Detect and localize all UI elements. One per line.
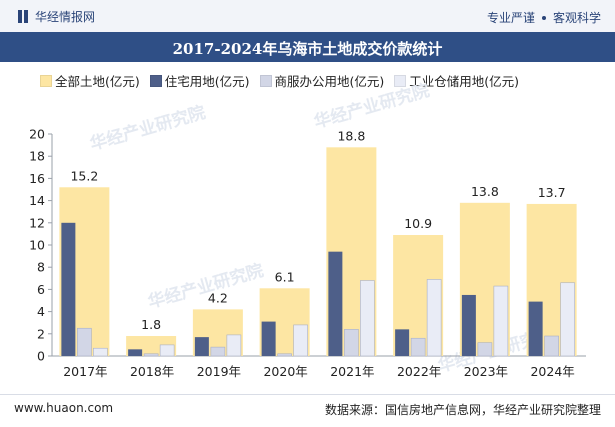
bar-series1-4	[328, 251, 343, 356]
legend-item-commercial: 商服办公用地(亿元)	[259, 71, 385, 90]
data-label-3: 6.1	[275, 269, 295, 284]
x-tick-label-4: 2021年	[330, 364, 374, 379]
bar-series3-2	[226, 334, 242, 357]
bar-series3-6	[493, 285, 509, 357]
legend-swatch-industrial	[394, 74, 407, 87]
x-tick-label-3: 2020年	[263, 364, 307, 379]
footer-website: www.huaon.com	[14, 401, 114, 415]
x-tick-label-1: 2018年	[130, 364, 174, 379]
y-tick-label-5: 10	[29, 238, 45, 253]
slogan-left: 专业严谨	[486, 11, 535, 25]
watermark-text-1: 华经产业研究院	[146, 260, 266, 313]
bar-series3-4	[360, 280, 375, 357]
legend-item-residential: 住宅用地(亿元)	[149, 71, 250, 90]
legend-label-industrial: 工业仓储用地(亿元)	[409, 74, 520, 89]
brand: 华经情报网	[18, 8, 95, 25]
bar-series3-1	[159, 344, 175, 357]
x-tick-label-5: 2022年	[397, 364, 441, 379]
watermark-text-2: 华经产业研究院	[312, 80, 432, 133]
bar-series3-5	[426, 279, 442, 357]
data-label-1: 1.8	[141, 317, 161, 332]
bar-series2-5	[410, 337, 426, 357]
x-tick-label-2: 2019年	[197, 364, 241, 379]
bar-series2-6	[477, 342, 493, 357]
legend-item-industrial: 工业仓储用地(亿元)	[394, 71, 519, 90]
data-label-4: 18.8	[337, 128, 365, 143]
legend-label-residential: 住宅用地(亿元)	[164, 74, 250, 89]
top-bar: 华经情报网 专业严谨 客观科学	[0, 0, 615, 32]
bar-series1-2	[194, 337, 209, 356]
slogan: 专业严谨 客观科学	[487, 9, 601, 26]
title-bar: 2017-2024年乌海市土地成交价款统计	[0, 32, 615, 62]
footer-divider	[0, 394, 615, 395]
y-tick-label-10: 20	[29, 127, 45, 142]
chart-title: 2017-2024年乌海市土地成交价款统计	[172, 40, 443, 58]
data-label-7: 13.7	[538, 185, 566, 200]
y-tick-label-2: 4	[37, 304, 45, 319]
bar-series1-5	[395, 329, 410, 356]
data-label-0: 15.2	[70, 168, 98, 183]
watermark-text-0: 华经产业研究院	[88, 102, 208, 155]
y-tick-label-3: 6	[37, 282, 45, 297]
legend-label-commercial: 商服办公用地(亿元)	[274, 74, 385, 89]
bar-series2-0	[77, 327, 92, 357]
bar-series1-6	[461, 294, 476, 356]
y-tick-label-1: 2	[37, 326, 45, 341]
y-tick-label-8: 16	[29, 171, 45, 186]
bar-series3-3	[293, 324, 308, 357]
bar-series2-2	[210, 346, 226, 357]
legend-item-total: 全部土地(亿元)	[40, 71, 140, 90]
bar-series2-3	[277, 353, 292, 357]
y-tick-label-4: 8	[37, 260, 45, 275]
footer-source: 数据来源：国信房地产信息网，华经产业研究院整理	[324, 403, 601, 417]
data-label-5: 10.9	[404, 216, 432, 231]
brand-logo-icon	[18, 10, 28, 23]
bar-series1-1	[128, 349, 143, 356]
bar-series1-3	[261, 321, 276, 356]
legend-swatch-commercial	[259, 74, 272, 87]
y-tick-label-7: 14	[29, 193, 45, 208]
bar-series1-7	[528, 301, 543, 356]
y-tick-label-6: 12	[29, 215, 45, 230]
x-tick-label-7: 2024年	[530, 364, 574, 379]
y-tick-label-0: 0	[37, 349, 45, 364]
data-label-6: 13.8	[471, 184, 499, 199]
bar-series1-0	[61, 222, 76, 356]
legend-swatch-total	[40, 74, 52, 87]
chart-legend: 全部土地(亿元) 住宅用地(亿元) 商服办公用地(亿元) 工业仓储用地(亿元)	[40, 71, 529, 90]
x-tick-label-6: 2023年	[464, 364, 508, 379]
x-tick-label-0: 2017年	[63, 364, 107, 379]
data-label-2: 4.2	[208, 290, 228, 305]
bar-series2-1	[143, 353, 159, 357]
bar-series3-7	[560, 282, 575, 357]
slogan-right: 客观科学	[552, 11, 601, 25]
bar-series3-0	[93, 347, 108, 357]
legend-swatch-residential	[149, 74, 162, 87]
bullet-dot-icon	[541, 15, 546, 20]
legend-label-total: 全部土地(亿元)	[55, 74, 140, 89]
brand-name: 华经情报网	[35, 10, 96, 24]
y-tick-label-9: 18	[29, 149, 45, 164]
bar-series2-7	[544, 335, 559, 357]
bar-series2-4	[344, 329, 359, 357]
